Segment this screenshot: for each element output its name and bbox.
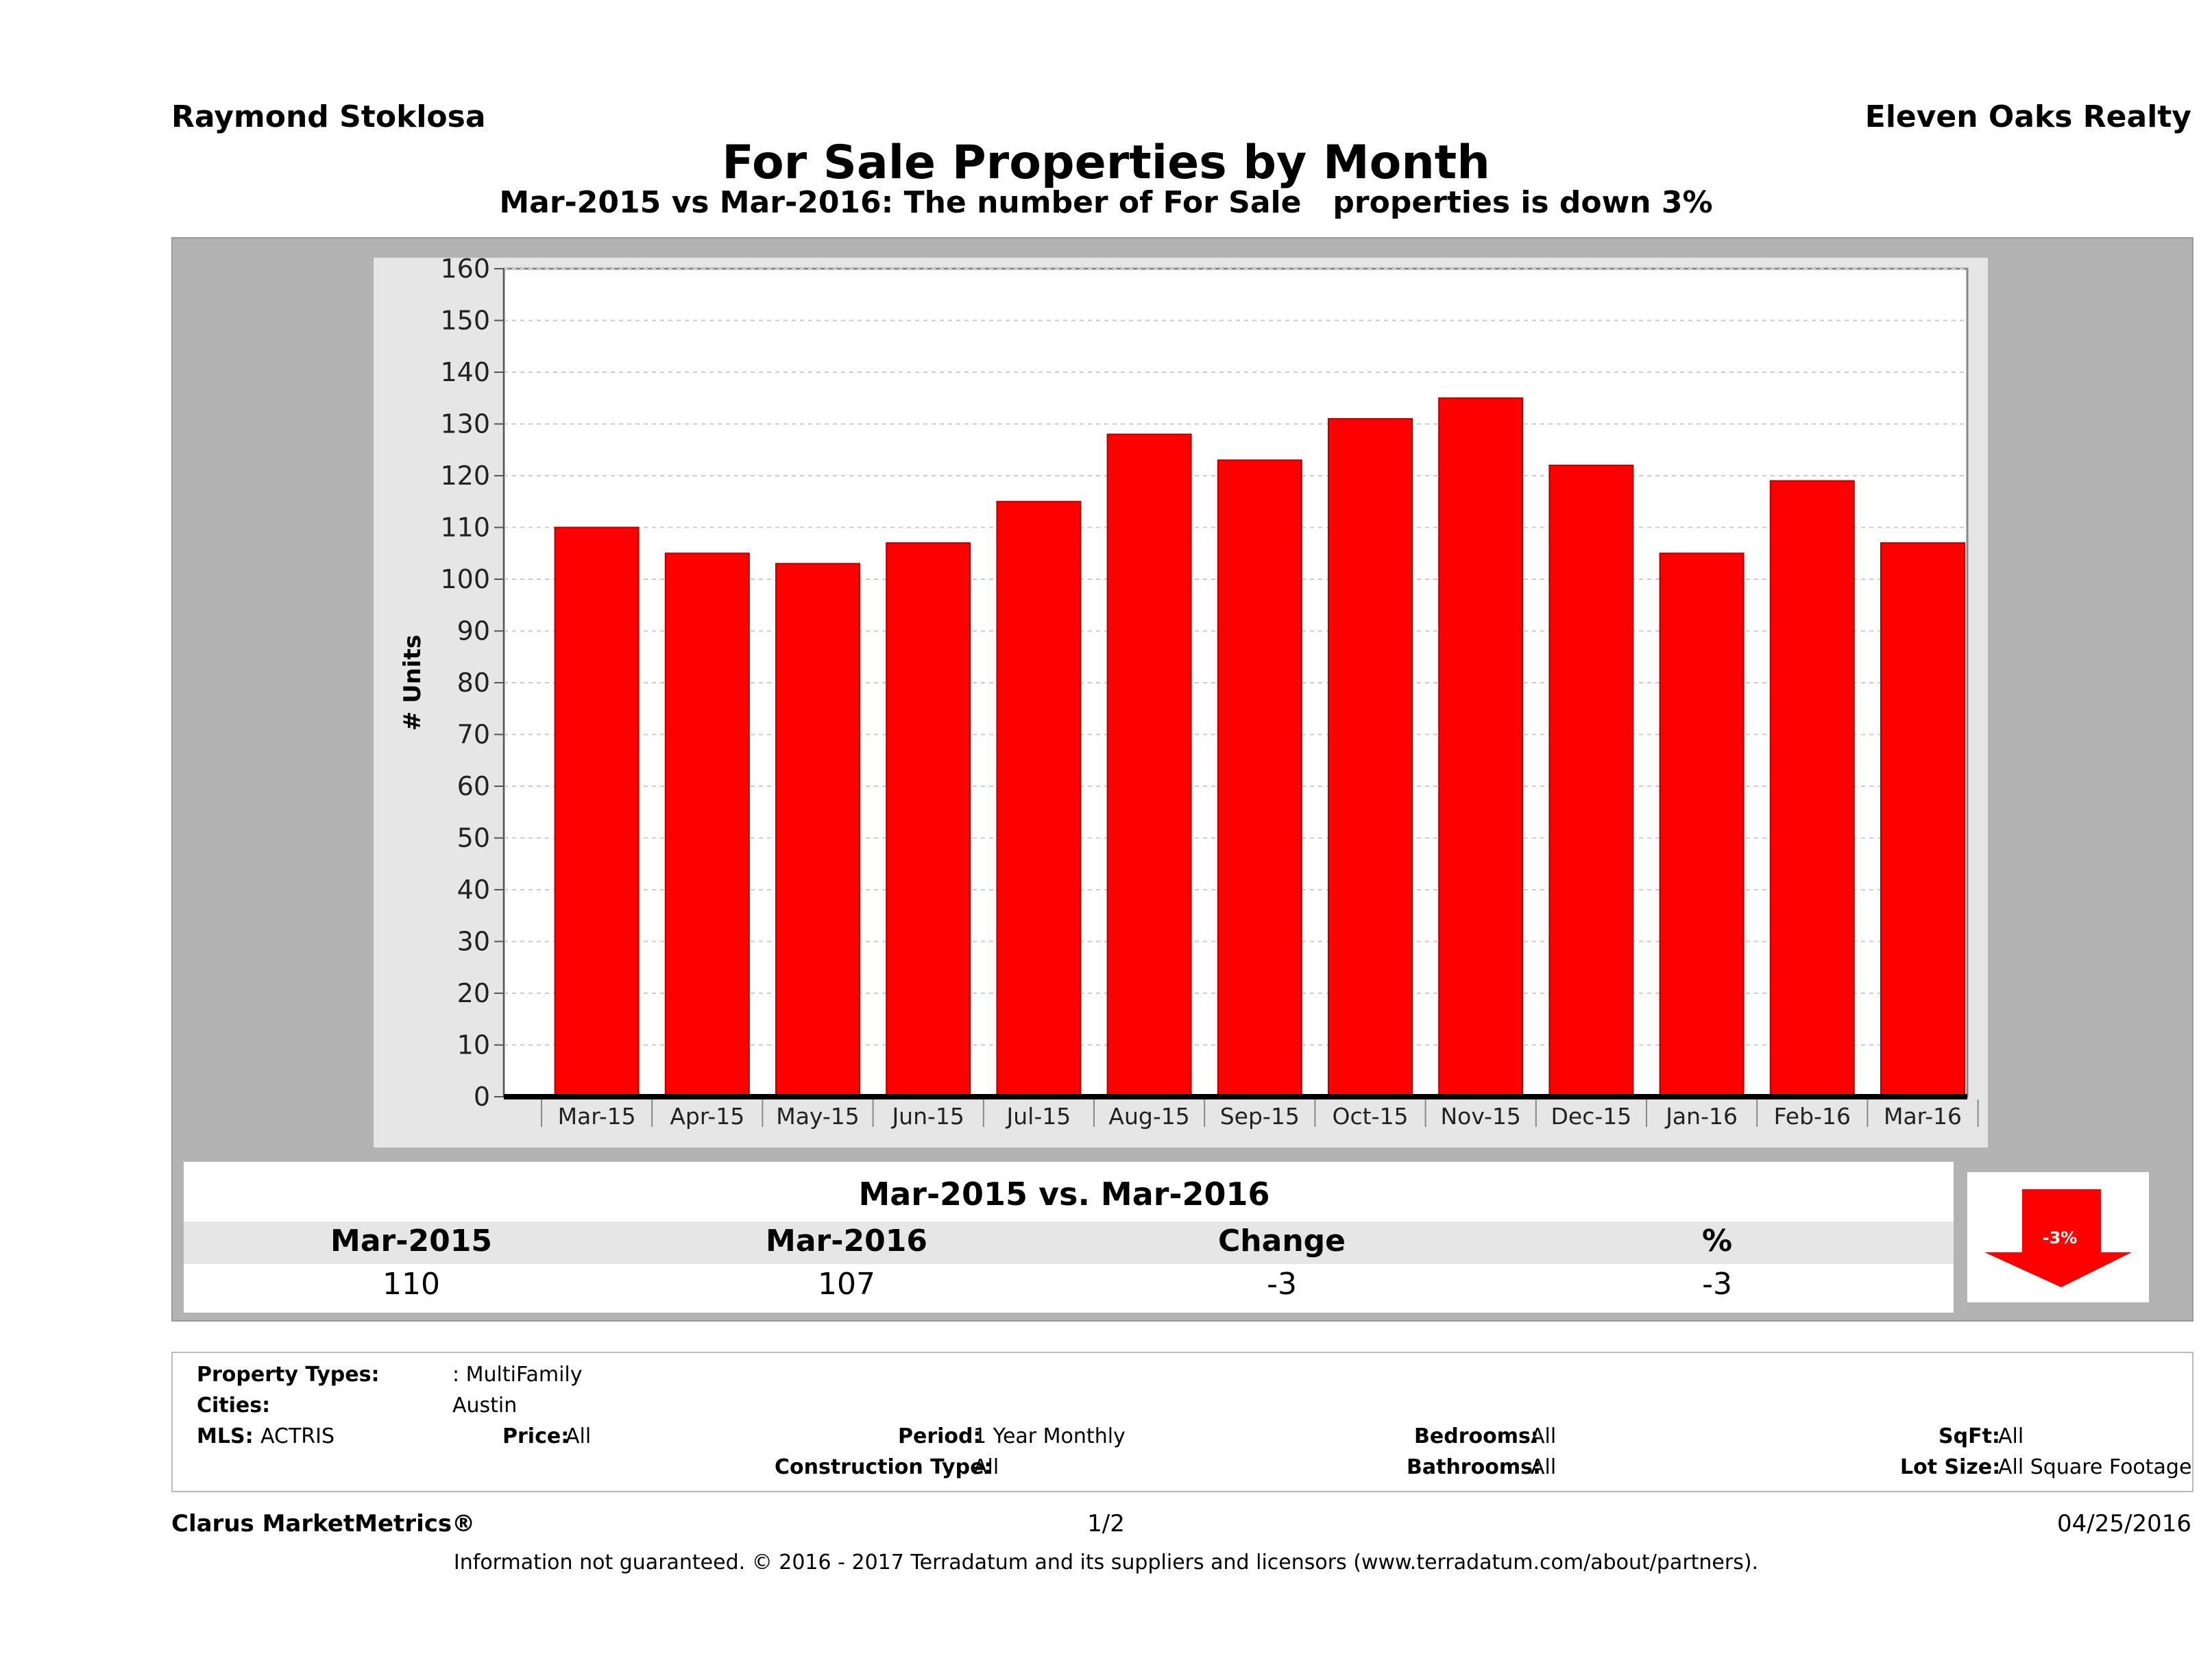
y-tick-label: 0 [474, 1082, 490, 1112]
price-label: Price: [502, 1424, 570, 1448]
bar [1659, 552, 1745, 1097]
bar-chart: 0 10 20 30 40 50 60 70 80 90 100 110 120 130 140 150 160… [399, 258, 1979, 1130]
cities-value: Austin [452, 1394, 518, 1418]
page-number: 1/2 [1087, 1510, 1125, 1537]
y-tick-label: 100 [440, 564, 490, 594]
y-axis-label: # Units [399, 635, 426, 731]
col-header-mar-2016: Mar-2016 [766, 1224, 927, 1258]
x-tick-label: Feb-16 [1774, 1103, 1851, 1130]
y-tick-label: 140 [440, 357, 490, 387]
construction-type-value: All [973, 1455, 999, 1479]
lot-size-label: Lot Size: [1900, 1455, 2001, 1479]
bar [1106, 433, 1192, 1098]
x-tick-label: Oct-15 [1333, 1103, 1409, 1130]
col-header-change: Change [1218, 1224, 1346, 1258]
value-change: -3 [1267, 1267, 1297, 1302]
comparison-title: Mar-2015 vs. Mar-2016 [858, 1176, 1270, 1213]
y-tick-label: 110 [440, 513, 490, 543]
bar [996, 500, 1082, 1097]
brokerage-name: Eleven Oaks Realty [1864, 99, 2191, 134]
bathrooms-value: All [1531, 1455, 1557, 1479]
y-tick-label: 70 [457, 720, 490, 750]
agent-name: Raymond Stoklosa [171, 99, 486, 134]
report-date: 04/25/2016 [2057, 1510, 2191, 1537]
bar [775, 563, 860, 1098]
x-tick-label: Apr-15 [670, 1103, 744, 1130]
bar [554, 526, 640, 1097]
x-tick-label: May-15 [776, 1103, 860, 1130]
construction-type-label: Construction Type: [775, 1455, 993, 1479]
col-header-mar-2015: Mar-2015 [330, 1224, 492, 1258]
bathrooms-label: Bathrooms: [1407, 1455, 1541, 1479]
x-tick-label: Nov-15 [1440, 1103, 1520, 1130]
bar [1880, 542, 1965, 1097]
col-header-percent: % [1701, 1224, 1733, 1258]
bar [1548, 464, 1634, 1097]
y-tick-label: 20 [457, 978, 490, 1008]
bar [1328, 417, 1413, 1097]
mls-value: ACTRIS [260, 1424, 335, 1448]
x-tick-label: Mar-15 [558, 1103, 636, 1130]
period-value: 1 Year Monthly [973, 1424, 1126, 1448]
x-tick-label: Mar-16 [1884, 1103, 1962, 1130]
x-tick-label: Aug-15 [1108, 1103, 1189, 1130]
y-tick-label: 80 [457, 668, 490, 698]
comparison-header-row [192, 1172, 1936, 1220]
lot-size-value: All Square Footage [1998, 1455, 2192, 1479]
value-mar-2016: 107 [818, 1267, 875, 1302]
bar [1438, 397, 1524, 1097]
cities-label: Cities: [197, 1394, 271, 1418]
y-tick-label: 90 [457, 616, 490, 646]
chart-subtitle: Mar-2015 vs Mar-2016: The number of For … [499, 185, 1713, 220]
value-percent: -3 [1702, 1267, 1732, 1302]
change-indicator [1967, 1172, 2149, 1302]
price-value: All [566, 1424, 592, 1448]
footer-brand: Clarus MarketMetrics® [171, 1510, 476, 1537]
bedrooms-label: Bedrooms: [1414, 1424, 1539, 1448]
property-types-label: Property Types: [197, 1363, 380, 1387]
filter-summary [171, 1352, 2193, 1492]
period-label: Period: [898, 1424, 982, 1448]
change-indicator-label: -3% [2042, 1228, 2078, 1248]
disclaimer: Information not guaranteed. © 2016 - 201… [453, 1551, 1759, 1574]
bar [664, 552, 750, 1097]
bar [1217, 459, 1302, 1098]
value-mar-2015: 110 [382, 1267, 440, 1302]
x-tick-label: Dec-15 [1551, 1103, 1632, 1130]
sqft-label: SqFt: [1938, 1424, 2000, 1448]
y-tick-label: 60 [457, 771, 490, 801]
bar [886, 542, 971, 1097]
bar [1769, 480, 1855, 1097]
y-tick-label: 30 [457, 927, 490, 957]
y-tick-label: 130 [440, 409, 490, 439]
x-tick-label: Jul-15 [1006, 1103, 1071, 1130]
y-tick-label: 40 [457, 875, 490, 905]
x-tick-label: Jun-15 [890, 1103, 964, 1130]
y-tick-label: 10 [457, 1030, 490, 1060]
bedrooms-value: All [1531, 1424, 1557, 1448]
y-tick-label: 160 [440, 258, 490, 284]
down-arrow-icon [1984, 1189, 2132, 1287]
comparison-value-row [192, 1265, 1936, 1305]
comparison-column-row [184, 1221, 1954, 1264]
y-tick-label: 120 [440, 461, 490, 491]
chart-title: For Sale Properties by Month [722, 136, 1490, 190]
x-tick-label: Sep-15 [1220, 1103, 1300, 1130]
y-tick-label: 50 [457, 823, 490, 853]
mls-label: MLS: [197, 1424, 254, 1448]
sqft-value: All [1998, 1424, 2024, 1448]
property-types-value: : MultiFamily [452, 1363, 583, 1387]
y-tick-label: 150 [440, 306, 490, 336]
x-tick-label: Jan-16 [1664, 1103, 1738, 1130]
